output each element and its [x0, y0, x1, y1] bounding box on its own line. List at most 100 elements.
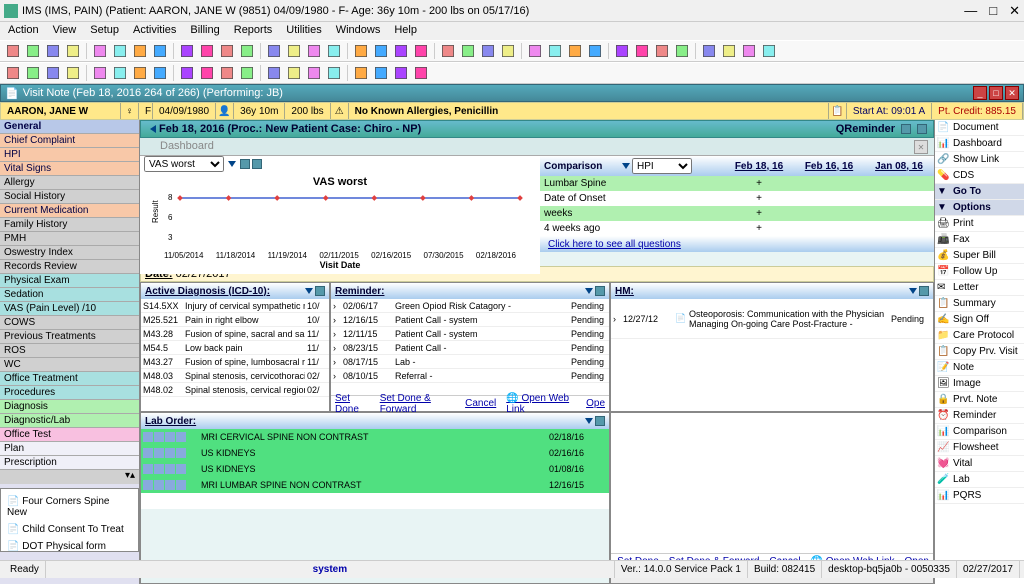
rightnav-show-link[interactable]: 🔗Show Link	[935, 152, 1024, 168]
rightnav-go-to[interactable]: ▼Go To	[935, 184, 1024, 200]
tb2-btn-15[interactable]	[325, 64, 343, 82]
tb2-btn-12[interactable]	[265, 64, 283, 82]
lab-row[interactable]: MRI LUMBAR SPINE NON CONTRAST12/16/15	[141, 477, 609, 493]
chart-ctl2[interactable]	[240, 159, 250, 169]
comp-tri[interactable]	[622, 163, 630, 169]
pb-icon1[interactable]: ♀	[121, 103, 139, 119]
rightnav-pqrs[interactable]: 📊PQRS	[935, 488, 1024, 504]
proc-icon1[interactable]	[901, 124, 911, 134]
tb2-btn-14[interactable]	[305, 64, 323, 82]
leftnav-vital-signs[interactable]: Vital Signs	[0, 162, 139, 176]
leftnav-collapse[interactable]: ▾▴	[0, 470, 139, 484]
rem-tri[interactable]	[585, 288, 593, 294]
rightnav-sign-off[interactable]: ✍Sign Off	[935, 312, 1024, 328]
tb2-btn-16[interactable]	[352, 64, 370, 82]
leftnav-hpi[interactable]: HPI	[0, 148, 139, 162]
dashboard-close[interactable]: ✕	[914, 140, 928, 154]
tb2-btn-6[interactable]	[131, 64, 149, 82]
lab-sq[interactable]	[595, 416, 605, 426]
lab-tri[interactable]	[585, 418, 593, 424]
tb1-btn-21[interactable]	[459, 42, 477, 60]
chart-ctl3[interactable]	[252, 159, 262, 169]
tb1-btn-18[interactable]	[392, 42, 410, 60]
rightnav-summary[interactable]: 📋Summary	[935, 296, 1024, 312]
leftnav-plan[interactable]: Plan	[0, 442, 139, 456]
tb1-btn-4[interactable]	[91, 42, 109, 60]
rightnav-options[interactable]: ▼Options	[935, 200, 1024, 216]
reminder-row[interactable]: ›08/23/15Patient Call -Pending	[331, 341, 609, 355]
tb1-btn-2[interactable]	[44, 42, 62, 60]
tb1-btn-9[interactable]	[198, 42, 216, 60]
rightnav-letter[interactable]: ✉Letter	[935, 280, 1024, 296]
diag-row[interactable]: S14.5XXInjury of cervical sympathetic ne…	[141, 299, 329, 313]
menu-help[interactable]: Help	[394, 24, 417, 38]
tb1-btn-20[interactable]	[439, 42, 457, 60]
reminder-row[interactable]: ›12/16/15Patient Call - systemPending	[331, 313, 609, 327]
tb1-btn-34[interactable]	[740, 42, 758, 60]
tb1-btn-33[interactable]	[720, 42, 738, 60]
chart-ctl1[interactable]	[228, 161, 236, 167]
tb2-btn-11[interactable]	[238, 64, 256, 82]
tb1-btn-17[interactable]	[372, 42, 390, 60]
reminder-row[interactable]: ›08/10/15Referral -Pending	[331, 369, 609, 383]
pb-icon2[interactable]: 👤	[216, 103, 234, 119]
rightnav-reminder[interactable]: ⏰Reminder	[935, 408, 1024, 424]
leftnav-ros[interactable]: ROS	[0, 344, 139, 358]
tb1-btn-16[interactable]	[352, 42, 370, 60]
lab-row[interactable]: US KIDNEYS02/16/16	[141, 445, 609, 461]
diag-row[interactable]: M48.03Spinal stenosis, cervicothoracic r…	[141, 369, 329, 383]
comparison-link[interactable]: Click here to see all questions	[540, 236, 934, 252]
leftnav-oswestry-index[interactable]: Oswestry Index	[0, 246, 139, 260]
rightnav-comparison[interactable]: 📊Comparison	[935, 424, 1024, 440]
tb2-btn-19[interactable]	[412, 64, 430, 82]
vn-min[interactable]: _	[973, 86, 987, 100]
leftnav-pmh[interactable]: PMH	[0, 232, 139, 246]
vn-close[interactable]: ✕	[1005, 86, 1019, 100]
tb2-btn-10[interactable]	[218, 64, 236, 82]
leftnav-current-medication[interactable]: Current Medication	[0, 204, 139, 218]
leftnav-procedures[interactable]: Procedures	[0, 386, 139, 400]
hm-row[interactable]: ›12/27/12📄Osteoporosis: Communication wi…	[611, 299, 933, 339]
tb2-btn-0[interactable]	[4, 64, 22, 82]
close-button[interactable]: ✕	[1009, 3, 1020, 19]
diag-row[interactable]: M43.27Fusion of spine, lumbosacral regio…	[141, 355, 329, 369]
leftnav-vas-pain-level-10[interactable]: VAS (Pain Level) /10	[0, 302, 139, 316]
tb2-btn-3[interactable]	[64, 64, 82, 82]
rem-action-cancel[interactable]: Cancel	[465, 398, 496, 409]
leftnav-prescription[interactable]: Prescription	[0, 456, 139, 470]
rightnav-dashboard[interactable]: 📊Dashboard	[935, 136, 1024, 152]
rightnav-print[interactable]: 🖨Print	[935, 216, 1024, 232]
diag-tri[interactable]	[305, 288, 313, 294]
hm-sq[interactable]	[919, 286, 929, 296]
tb1-btn-19[interactable]	[412, 42, 430, 60]
menu-setup[interactable]: Setup	[90, 24, 119, 38]
tb2-btn-17[interactable]	[372, 64, 390, 82]
tb1-btn-15[interactable]	[325, 42, 343, 60]
leftnav-records-review[interactable]: Records Review	[0, 260, 139, 274]
leftnav-sedation[interactable]: Sedation	[0, 288, 139, 302]
rightnav-document[interactable]: 📄Document	[935, 120, 1024, 136]
diag-row[interactable]: M54.5Low back pain11/	[141, 341, 329, 355]
tb1-btn-31[interactable]	[673, 42, 691, 60]
leftnav-diagnostic-lab[interactable]: Diagnostic/Lab	[0, 414, 139, 428]
tb1-btn-28[interactable]	[613, 42, 631, 60]
leftnav-office-treatment[interactable]: Office Treatment	[0, 372, 139, 386]
menu-utilities[interactable]: Utilities	[286, 24, 321, 38]
rightnav-cds[interactable]: 💊CDS	[935, 168, 1024, 184]
tb2-btn-8[interactable]	[178, 64, 196, 82]
leftnav-physical-exam[interactable]: Physical Exam	[0, 274, 139, 288]
tb2-btn-4[interactable]	[91, 64, 109, 82]
tb1-btn-0[interactable]	[4, 42, 22, 60]
comparison-dropdown[interactable]: HPI	[632, 158, 692, 174]
menu-activities[interactable]: Activities	[133, 24, 176, 38]
chart-dropdown[interactable]: VAS worst	[144, 156, 224, 172]
vn-max[interactable]: □	[989, 86, 1003, 100]
rightnav-prvt-note[interactable]: 🔒Prvt. Note	[935, 392, 1024, 408]
lab-row[interactable]: US KIDNEYS01/08/16	[141, 461, 609, 477]
leftnav-social-history[interactable]: Social History	[0, 190, 139, 204]
tb1-btn-32[interactable]	[700, 42, 718, 60]
rem-action-ope[interactable]: Ope	[586, 398, 605, 409]
menu-action[interactable]: Action	[8, 24, 39, 38]
rightnav-note[interactable]: 📝Note	[935, 360, 1024, 376]
hm-tri[interactable]	[909, 288, 917, 294]
